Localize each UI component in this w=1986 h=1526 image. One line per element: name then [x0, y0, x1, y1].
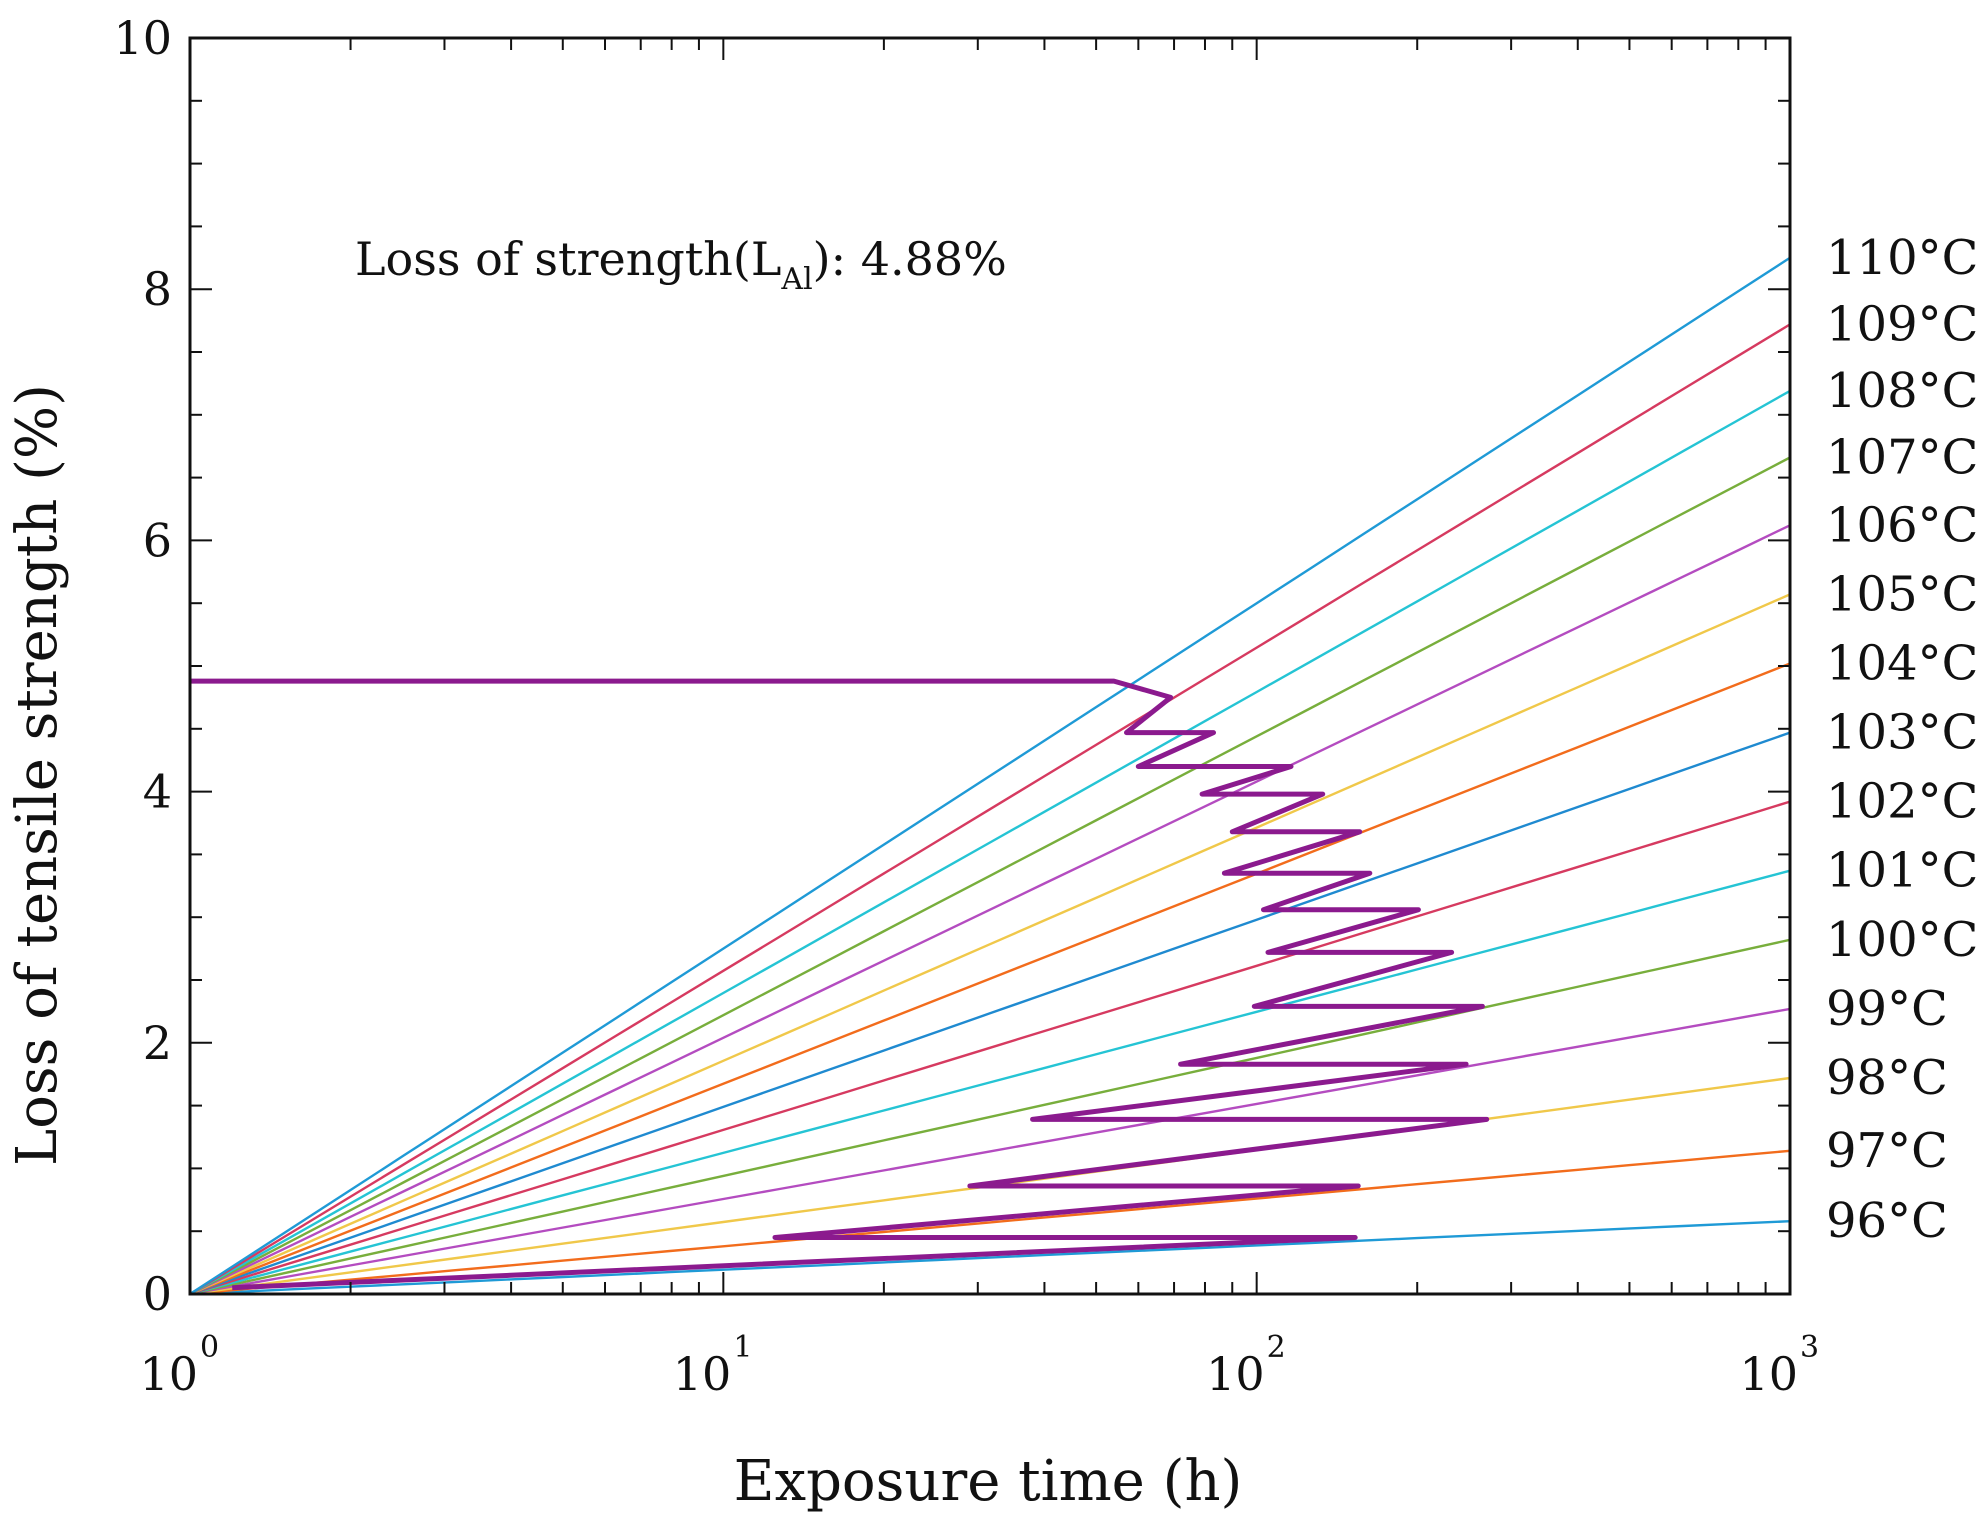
- series-label: 105°C: [1826, 566, 1978, 622]
- series-line: [189, 938, 1791, 1296]
- series-line: [189, 1007, 1791, 1296]
- annotation-subscript: Al: [780, 262, 812, 297]
- series-label: 106°C: [1826, 497, 1978, 553]
- y-tick-label: 6: [143, 513, 172, 567]
- x-axis-label: Exposure time (h): [734, 1449, 1243, 1514]
- x-tick-label: 10: [673, 1347, 732, 1401]
- y-tick-label: 10: [113, 11, 172, 65]
- series-line: [189, 869, 1791, 1296]
- series-line: [189, 593, 1791, 1296]
- series-label: 98°C: [1826, 1050, 1948, 1106]
- axis-ticks: [189, 37, 1791, 1295]
- plot-frame: [188, 36, 1792, 1296]
- y-tick-label: 4: [143, 765, 172, 819]
- series-line: [189, 389, 1791, 1296]
- plot-lines: [189, 256, 1791, 1296]
- x-tick-exponent: 1: [733, 1330, 752, 1365]
- x-tick-exponent: 3: [1800, 1330, 1819, 1365]
- series-label: 109°C: [1826, 296, 1978, 352]
- series-label: 107°C: [1826, 430, 1978, 486]
- x-tick-label: 10: [1206, 1347, 1265, 1401]
- strength-annotation: Loss of strength(LAl): 4.88%: [355, 232, 1007, 297]
- series-label: 108°C: [1826, 363, 1978, 419]
- x-tick-label: 10: [139, 1347, 198, 1401]
- series-label: 101°C: [1826, 843, 1978, 899]
- series-line: [189, 662, 1791, 1296]
- x-tick-exponent: 0: [200, 1330, 219, 1365]
- series-label: 110°C: [1826, 230, 1978, 286]
- series-label: 100°C: [1826, 912, 1978, 968]
- y-axis-label: Loss of tensile strength (%): [5, 384, 70, 1166]
- series-line: [189, 323, 1791, 1296]
- series-line: [189, 1220, 1791, 1296]
- series-label: 102°C: [1826, 774, 1978, 830]
- x-tick-exponent: 2: [1267, 1330, 1286, 1365]
- annotation-prefix: Loss of strength(L: [355, 232, 781, 286]
- series-line: [189, 800, 1791, 1296]
- cumulative-damage-path: [190, 678, 1490, 1291]
- annotation-suffix: ): 4.88%: [813, 232, 1007, 286]
- series-line: [189, 731, 1791, 1296]
- series-label: 96°C: [1826, 1193, 1948, 1249]
- series-line: [189, 524, 1791, 1296]
- x-tick-label: 10: [1739, 1347, 1798, 1401]
- y-tick-label: 8: [143, 262, 172, 316]
- y-tick-label: 0: [143, 1267, 172, 1321]
- y-tick-label: 2: [143, 1016, 172, 1070]
- series-label: 99°C: [1826, 981, 1948, 1037]
- series-line: [189, 256, 1791, 1296]
- series-line: [189, 1149, 1791, 1296]
- series-label: 103°C: [1826, 705, 1978, 761]
- series-label: 104°C: [1826, 635, 1978, 691]
- series-label: 97°C: [1826, 1123, 1948, 1179]
- series-line: [189, 456, 1791, 1296]
